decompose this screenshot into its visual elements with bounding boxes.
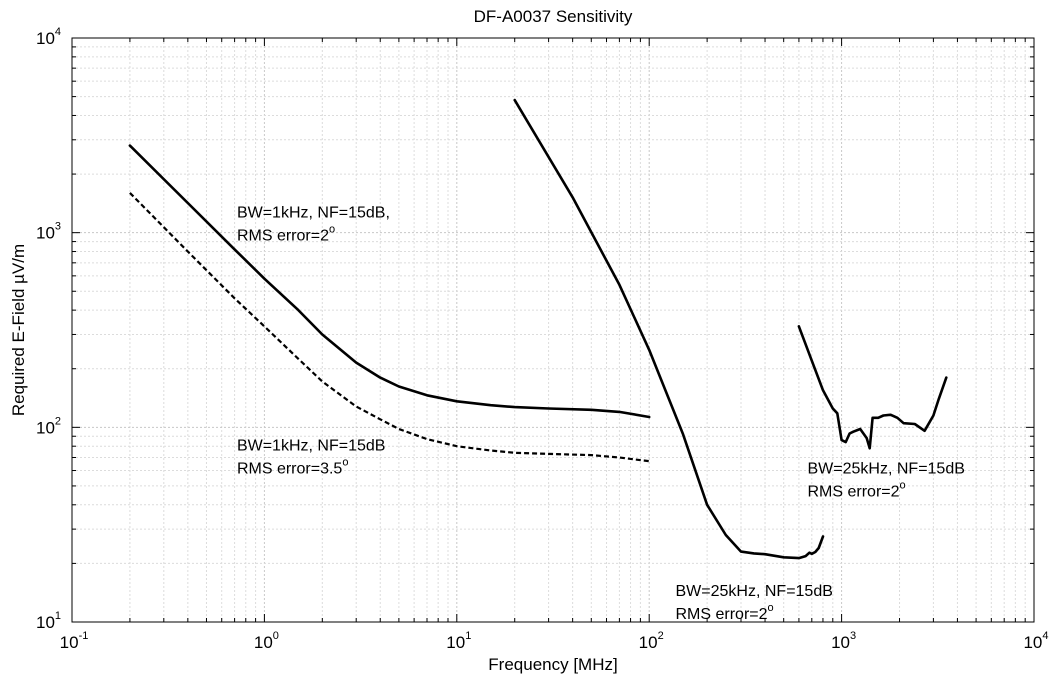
x-tick-label: 103 [831,630,856,652]
y-tick-label: 101 [36,610,61,632]
annotation-3-line-1: BW=25kHz, NF=15dB [808,460,965,477]
x-tick-label: 100 [254,630,279,652]
annotation-2-line-2: RMS error=3.5o [237,457,349,478]
y-tick-label: 104 [36,26,61,48]
annotation-4-line-1: BW=25kHz, NF=15dB [676,583,833,600]
chart-title: DF-A0037 Sensitivity [474,7,633,26]
series-line-3 [513,98,825,560]
series-line-4 [797,325,948,450]
y-axis-label: Required E-Field µV/m [9,244,28,416]
x-tick-label: 102 [639,630,664,652]
x-tick-label: 101 [446,630,471,652]
plot-frame [71,37,1035,623]
annotation-1-line-2: RMS error=2o [237,223,335,244]
x-tick-label: 104 [1023,630,1048,652]
annotation-1-line-1: BW=1kHz, NF=15dB, [237,204,390,221]
y-tick-label: 102 [36,415,61,437]
annotation-layer: BW=1kHz, NF=15dB, RMS error=2o BW=1kHz, NF… [237,204,965,623]
series-line-1 [128,144,651,419]
annotation-4-line-2: RMS error=2o [676,602,774,623]
y-tick-labels: 101 102 103 104 [36,26,61,632]
x-tick-labels: 10-1 100 101 102 103 104 [60,630,1049,652]
annotation-3-line-2: RMS error=2o [808,479,906,500]
x-tick-label: 10-1 [60,630,89,652]
y-tick-label: 103 [36,221,61,243]
x-axis-label: Frequency [MHz] [488,655,617,674]
annotation-2-line-1: BW=1kHz, NF=15dB [237,438,386,455]
tick-marks [71,38,1034,623]
series-layer [128,98,948,560]
grid [72,38,1034,622]
